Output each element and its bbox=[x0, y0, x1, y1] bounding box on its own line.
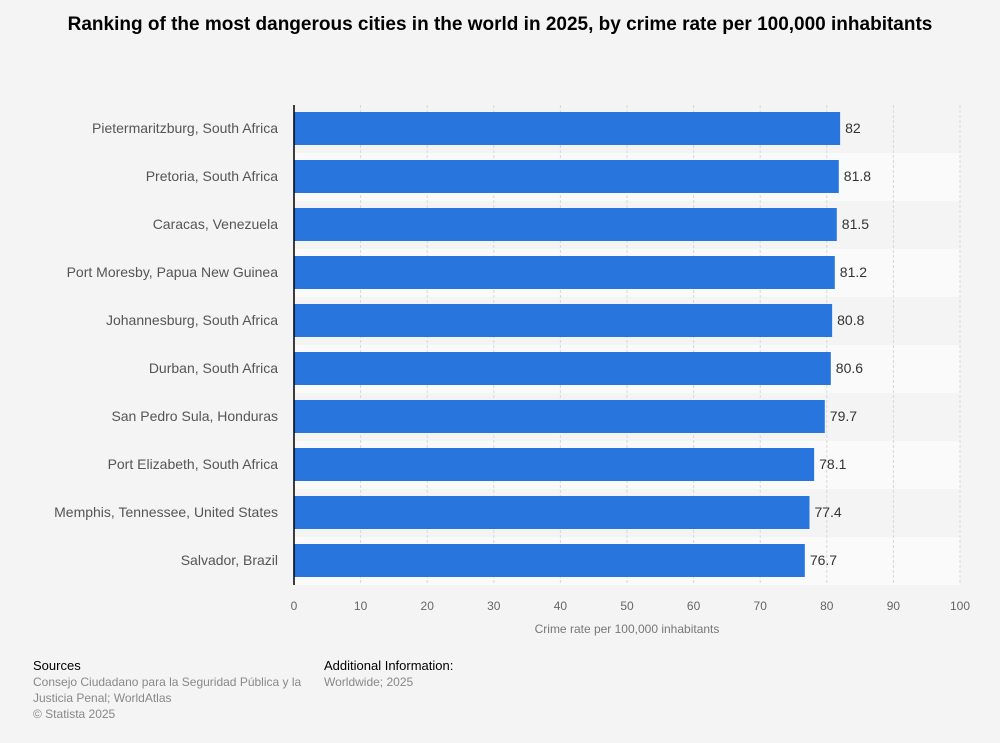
data-label: 82 bbox=[845, 120, 861, 136]
data-label: 78.1 bbox=[819, 456, 846, 472]
x-tick-label: 100 bbox=[950, 599, 970, 613]
x-tick-label: 60 bbox=[687, 599, 701, 613]
bar bbox=[294, 544, 805, 577]
sources-text: Consejo Ciudadano para la Seguridad Públ… bbox=[33, 675, 302, 689]
category-label: Caracas, Venezuela bbox=[153, 216, 279, 232]
data-label: 80.6 bbox=[836, 360, 863, 376]
x-tick-label: 0 bbox=[291, 599, 298, 613]
x-tick-label: 10 bbox=[354, 599, 368, 613]
data-label: 80.8 bbox=[837, 312, 864, 328]
category-label: Salvador, Brazil bbox=[181, 552, 278, 568]
copyright: © Statista 2025 bbox=[33, 707, 116, 721]
bar-chart: 0 10 20 30 40 50 60 70 80 90 100 82 Pietermaritzburg… bbox=[54, 105, 970, 636]
additional-info-text: Worldwide; 2025 bbox=[324, 675, 414, 689]
additional-info-block: Additional Information: Worldwide; 2025 bbox=[324, 658, 453, 690]
chart-title: Ranking of the most dangerous cities in … bbox=[67, 14, 933, 35]
category-label: Johannesburg, South Africa bbox=[106, 312, 278, 328]
data-label: 81.2 bbox=[840, 264, 867, 280]
bar bbox=[294, 448, 815, 481]
data-label: 81.8 bbox=[844, 168, 871, 184]
category-label: Memphis, Tennessee, United States bbox=[54, 504, 278, 520]
bar bbox=[294, 304, 833, 337]
bar bbox=[294, 208, 837, 241]
bar bbox=[294, 256, 835, 289]
x-tick-label: 20 bbox=[421, 599, 435, 613]
bar bbox=[294, 160, 839, 193]
bar bbox=[294, 112, 841, 145]
category-label: Port Elizabeth, South Africa bbox=[108, 456, 279, 472]
x-tick-label: 30 bbox=[487, 599, 501, 613]
x-tick-label: 70 bbox=[754, 599, 768, 613]
x-tick-label: 80 bbox=[820, 599, 834, 613]
data-label: 76.7 bbox=[810, 552, 837, 568]
additional-info-label: Additional Information: bbox=[324, 658, 454, 673]
bar bbox=[294, 496, 810, 529]
category-label: San Pedro Sula, Honduras bbox=[111, 408, 278, 424]
data-label: 81.5 bbox=[842, 216, 869, 232]
category-label: Durban, South Africa bbox=[149, 360, 278, 376]
category-label: Port Moresby, Papua New Guinea bbox=[67, 264, 279, 280]
sources-text-2: Justicia Penal; WorldAtlas bbox=[33, 691, 172, 705]
data-label: 79.7 bbox=[830, 408, 857, 424]
bar bbox=[294, 352, 831, 385]
x-tick-label: 50 bbox=[620, 599, 634, 613]
sources-label: Sources bbox=[33, 658, 81, 673]
category-label: Pretoria, South Africa bbox=[146, 168, 279, 184]
x-axis-title: Crime rate per 100,000 inhabitants bbox=[535, 622, 720, 636]
x-tick-label: 40 bbox=[554, 599, 568, 613]
sources-block: Sources Consejo Ciudadano para la Seguri… bbox=[33, 658, 301, 722]
category-label: Pietermaritzburg, South Africa bbox=[92, 120, 278, 136]
x-tick-label: 90 bbox=[887, 599, 901, 613]
bar bbox=[294, 400, 825, 433]
data-label: 77.4 bbox=[814, 504, 841, 520]
